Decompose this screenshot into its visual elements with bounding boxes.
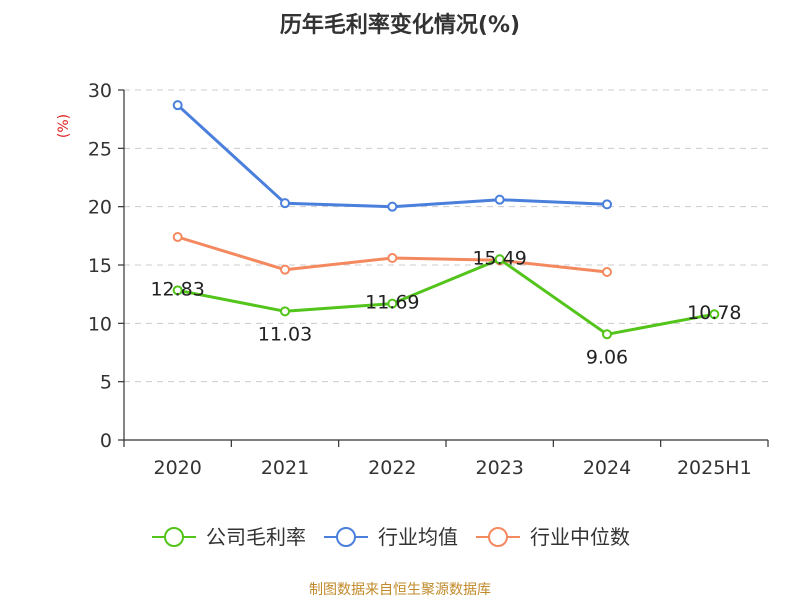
legend-label-0: 公司毛利率 bbox=[206, 525, 306, 549]
x-tick-label-2025H1: 2025H1 bbox=[677, 457, 752, 479]
data-point-0-2024 bbox=[602, 329, 612, 340]
y-axis-unit-label: (%) bbox=[56, 114, 72, 138]
x-tick-label-2020: 2020 bbox=[153, 457, 201, 479]
series-line-0 bbox=[177, 257, 715, 336]
legend-marker-0 bbox=[164, 527, 184, 547]
y-tick-label-0: 0 bbox=[100, 430, 112, 452]
x-tick-label-2024: 2024 bbox=[583, 457, 631, 479]
grid-lines bbox=[124, 89, 768, 383]
data-point-2-2024 bbox=[602, 267, 612, 277]
chart-title: 历年毛利率变化情况(%) bbox=[280, 12, 520, 38]
data-point-1-2024 bbox=[602, 199, 612, 210]
x-tick-label-2022: 2022 bbox=[368, 457, 416, 479]
data-point-1-2020 bbox=[172, 100, 183, 111]
y-tick-label-15: 15 bbox=[88, 255, 112, 277]
y-tick-label-10: 10 bbox=[88, 313, 112, 335]
y-tick-label-20: 20 bbox=[88, 197, 112, 219]
data-labels: 12.83 11.03 11.69 15.49 9.06 10.78 bbox=[150, 247, 741, 368]
data-point-0-2022 bbox=[387, 298, 398, 309]
data-point-0-2020 bbox=[172, 285, 183, 296]
data-label-2020: 12.83 bbox=[150, 278, 204, 300]
series-line-1 bbox=[176, 104, 608, 209]
data-label-2024: 9.06 bbox=[586, 346, 628, 368]
data-point-0-2021 bbox=[280, 306, 290, 317]
y-tick-label-5: 5 bbox=[100, 372, 112, 394]
y-tick-label-25: 25 bbox=[88, 138, 112, 160]
data-point-2-2022 bbox=[387, 253, 398, 263]
series-lines bbox=[172, 100, 720, 340]
legend-marker-2 bbox=[488, 527, 508, 547]
source-note: 制图数据来自恒生聚源数据库 bbox=[309, 582, 491, 598]
legend-label-1: 行业均值 bbox=[378, 525, 458, 549]
data-point-0-2025H1 bbox=[709, 309, 720, 320]
legend: 公司毛利率 行业均值 行业中位数 bbox=[152, 525, 630, 549]
data-point-2-2021 bbox=[280, 264, 290, 275]
y-tick-label-30: 30 bbox=[88, 80, 112, 102]
axes: 0 5 10 15 20 25 30 2020 2021 2022 2023 2024 2025H1 bbox=[88, 80, 769, 479]
data-label-2022: 11.69 bbox=[365, 292, 419, 314]
data-point-1-2023 bbox=[494, 194, 505, 205]
data-point-1-2022 bbox=[387, 201, 398, 212]
data-point-2-2020 bbox=[172, 232, 183, 242]
data-point-1-2021 bbox=[280, 198, 290, 209]
legend-label-2: 行业中位数 bbox=[530, 525, 630, 549]
legend-marker-1 bbox=[336, 527, 356, 547]
data-point-0-2023 bbox=[494, 254, 505, 265]
x-tick-label-2021: 2021 bbox=[261, 457, 309, 479]
x-tick-label-2023: 2023 bbox=[475, 457, 523, 479]
data-label-2025H1: 10.78 bbox=[687, 302, 741, 324]
data-label-2021: 11.03 bbox=[258, 323, 312, 345]
data-label-2023: 15.49 bbox=[472, 247, 526, 269]
